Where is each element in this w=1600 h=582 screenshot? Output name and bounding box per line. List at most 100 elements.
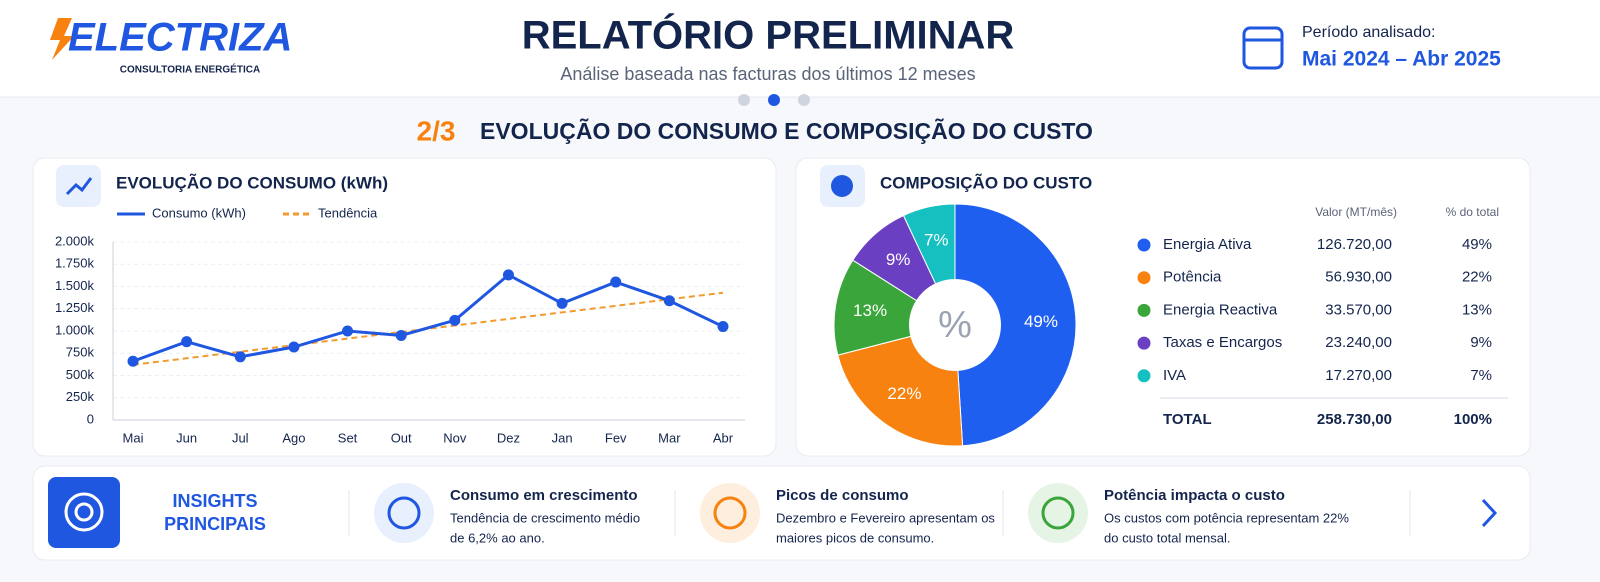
- x-tick-label: Out: [391, 430, 412, 445]
- line-card: [32, 157, 777, 457]
- table-value: 23.240,00: [1325, 334, 1392, 351]
- insight-text: do custo total mensal.: [1104, 530, 1230, 545]
- slice-label: 9%: [886, 250, 911, 269]
- y-tick-label: 500k: [66, 367, 95, 382]
- insight-text: Tendência de crescimento médio: [450, 510, 640, 525]
- legend-label: Taxas e Encargos: [1163, 334, 1282, 351]
- insight-title: Potência impacta o custo: [1104, 487, 1285, 504]
- insight-icon: [387, 496, 421, 530]
- page-dot-active[interactable]: [768, 94, 780, 106]
- point: [342, 325, 354, 337]
- table-value: 126.720,00: [1317, 236, 1392, 253]
- point: [395, 329, 407, 341]
- series-line: [132, 273, 724, 363]
- insight-text: Dezembro e Fevereiro apresentam os: [776, 510, 995, 525]
- insights-title: PRINCIPAIS: [164, 514, 266, 534]
- table-pct: 22%: [1462, 269, 1492, 286]
- insights-title: INSIGHTS: [172, 491, 257, 511]
- slice-label: 22%: [887, 384, 921, 403]
- insight-icon-bg: [700, 483, 760, 543]
- slice-label: 13%: [853, 301, 887, 320]
- y-tick-label: 1.250k: [55, 300, 95, 315]
- y-tick-label: 2.000k: [55, 233, 95, 248]
- section-step: 2/3: [417, 115, 456, 146]
- x-tick-label: Fev: [605, 430, 627, 445]
- table-header: % do total: [1446, 205, 1499, 219]
- point: [449, 314, 461, 326]
- legend-dot: [1137, 369, 1151, 383]
- legend-dot: [1137, 336, 1151, 350]
- x-tick-label: Mai: [123, 430, 144, 445]
- insights-icon: [48, 477, 120, 548]
- pie-chart-title: COMPOSIÇÃO DO CUSTO: [880, 172, 1092, 192]
- insight-icon-bg: [1028, 483, 1088, 543]
- y-tick-label: 1.000k: [55, 322, 95, 337]
- x-tick-label: Ago: [282, 430, 305, 445]
- pie-icon: [831, 175, 853, 197]
- insight-icon-bg: [374, 483, 434, 543]
- insight-icon: [713, 496, 747, 530]
- logo-bolt: [50, 18, 74, 60]
- x-tick-label: Set: [338, 430, 358, 445]
- table-value: 17.270,00: [1325, 367, 1392, 384]
- table-pct: 13%: [1462, 301, 1492, 318]
- slice-label: 7%: [924, 231, 949, 250]
- table-value: 56.930,00: [1325, 269, 1392, 286]
- table-pct: 49%: [1462, 236, 1492, 253]
- series-line: [132, 291, 724, 366]
- point: [234, 351, 246, 363]
- table-total: 100%: [1454, 411, 1492, 428]
- insight-title: Picos de consumo: [776, 487, 909, 504]
- x-tick-label: Jul: [232, 430, 249, 445]
- table-total: TOTAL: [1163, 411, 1212, 428]
- target-icon: [74, 502, 94, 522]
- point: [556, 297, 568, 309]
- insight-text: de 6,2% ao ano.: [450, 530, 545, 545]
- point: [127, 355, 139, 367]
- legend-dot: [1137, 303, 1151, 317]
- point: [502, 269, 514, 281]
- period: Mai 2024 – Abr 2025: [1302, 48, 1501, 71]
- point: [610, 276, 622, 288]
- page-dot[interactable]: [738, 94, 750, 106]
- page-dot[interactable]: [798, 94, 810, 106]
- y-tick-label: 250k: [66, 389, 95, 404]
- point: [181, 336, 193, 348]
- x-tick-label: Dez: [497, 430, 520, 445]
- legend-label: Energia Ativa: [1163, 236, 1252, 253]
- section-title: EVOLUÇÃO DO CONSUMO E COMPOSIÇÃO DO CUST…: [480, 117, 1093, 144]
- x-tick-label: Jan: [552, 430, 573, 445]
- trend-icon: [65, 177, 93, 196]
- insight-text: maiores picos de consumo.: [776, 530, 934, 545]
- y-tick-label: 750k: [66, 345, 95, 360]
- legend-dot: [1137, 238, 1151, 252]
- calendar-icon: [1242, 26, 1284, 70]
- point: [717, 321, 729, 333]
- x-tick-label: Abr: [713, 430, 734, 445]
- insight-text: Os custos com potência representam 22%: [1104, 510, 1349, 525]
- y-tick-label: 1.750k: [55, 256, 95, 271]
- line-chart-title: EVOLUÇÃO DO CONSUMO (kWh): [116, 172, 388, 192]
- insight-icon: [1041, 496, 1075, 530]
- x-tick-label: Nov: [443, 430, 467, 445]
- x-tick-label: Mar: [658, 430, 681, 445]
- header-bar: [0, 0, 1600, 97]
- legend-label: Potência: [1163, 269, 1222, 286]
- next-arrow[interactable]: [1481, 498, 1498, 528]
- target-icon: [64, 492, 104, 532]
- point: [288, 341, 300, 353]
- legend-label: Energia Reactiva: [1163, 301, 1278, 318]
- center-label: %: [938, 304, 972, 346]
- table-total: 258.730,00: [1317, 411, 1392, 428]
- table-value: 33.570,00: [1325, 301, 1392, 318]
- logo-tagline: CONSULTORIA ENERGÉTICA: [120, 63, 260, 76]
- legend-label: Tendência: [318, 205, 378, 220]
- table-pct: 7%: [1470, 367, 1492, 384]
- slice-label: 49%: [1024, 312, 1058, 331]
- table-header: Valor (MT/mês): [1315, 205, 1397, 219]
- y-tick-label: 1.500k: [55, 278, 95, 293]
- legend-dot: [1137, 271, 1151, 285]
- donut-hole: [909, 279, 1001, 371]
- table-pct: 9%: [1470, 334, 1492, 351]
